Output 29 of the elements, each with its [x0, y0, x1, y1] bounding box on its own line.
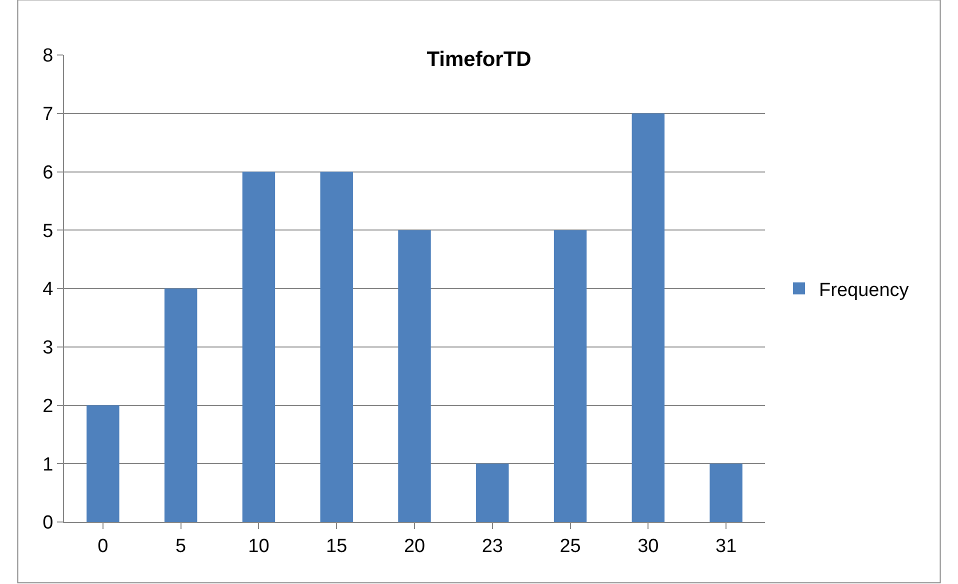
- legend-label: Frequency: [819, 280, 910, 301]
- y-tick-label: 4: [42, 279, 54, 300]
- x-tick-label: 31: [715, 536, 737, 557]
- x-tick-label: 25: [560, 536, 581, 557]
- x-tick-label: 30: [638, 536, 659, 557]
- y-tick-label: 6: [42, 162, 54, 184]
- x-tick-label: 10: [248, 536, 270, 557]
- x-tick-label: 0: [98, 536, 108, 557]
- x-tick-label: 23: [482, 536, 503, 557]
- y-tick-label: 1: [42, 454, 54, 476]
- bar: [398, 230, 431, 522]
- bar: [632, 113, 665, 522]
- x-tick-label: 5: [176, 536, 186, 557]
- bar: [476, 464, 509, 522]
- bar: [710, 464, 742, 522]
- y-tick-label: 2: [42, 396, 54, 417]
- y-tick-label: 7: [42, 104, 54, 126]
- chart-title: TimeforTD: [426, 48, 532, 71]
- y-tick-label: 0: [42, 512, 54, 534]
- y-tick-label: 3: [42, 338, 54, 359]
- bar: [164, 288, 198, 522]
- y-tick-label: 8: [42, 46, 54, 67]
- bar: [86, 405, 120, 522]
- x-tick-label: 15: [326, 536, 348, 557]
- bar: [242, 172, 276, 522]
- bar: [554, 230, 587, 522]
- x-tick-label: 20: [404, 536, 426, 557]
- bar: [320, 172, 353, 522]
- y-tick-label: 5: [42, 220, 54, 242]
